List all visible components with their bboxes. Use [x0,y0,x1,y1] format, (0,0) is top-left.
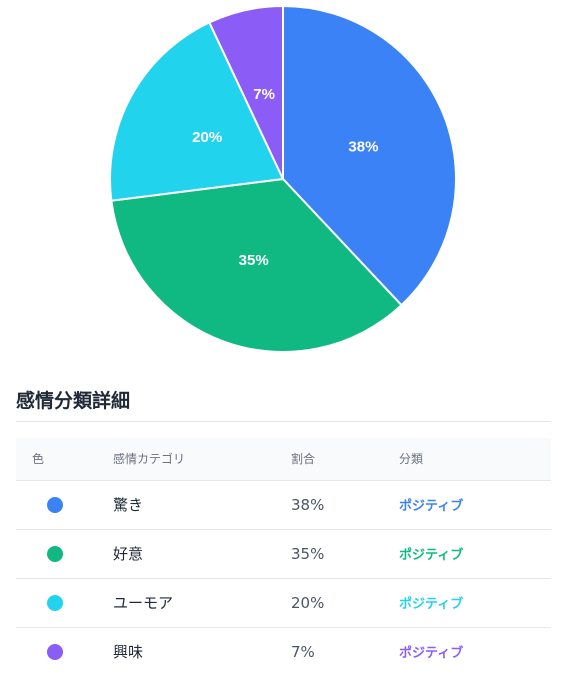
ratio-value: 38% [291,480,399,530]
table-row: 驚き 38% ポジティブ [16,480,551,530]
emotion-detail-table: 色 感情カテゴリ 割合 分類 驚き 38% ポジティブ 好意 35% ポジティブ… [16,438,551,676]
pie-slices [109,4,458,354]
header-color: 色 [16,438,113,481]
pie-labels: 38% 35% 20% 7% [192,86,378,269]
classification-label: ポジティブ [399,529,551,579]
ratio-value: 7% [291,642,315,661]
table-row: 興味 7% ポジティブ [16,627,551,676]
category-name: ユーモア [113,578,291,628]
color-dot [47,595,63,611]
pie-slice-label-3: 7% [253,86,275,103]
header-ratio: 割合 [291,438,399,481]
emotion-pie-chart: 38% 35% 20% 7% [109,4,458,354]
color-dot [47,546,63,562]
header-classification: 分類 [399,438,551,481]
pie-slice-2 [109,21,285,202]
pie-slice-0 [282,4,458,307]
pie-slice-label-2: 20% [192,129,222,146]
table-row: 好意 35% ポジティブ [16,529,551,579]
pie-slice-3 [208,4,284,180]
classification-label: ポジティブ [399,480,551,530]
pie-slice-label-1: 35% [239,252,269,269]
category-name: 驚き [113,480,291,530]
category-name: 興味 [113,643,144,661]
section-divider [16,421,551,422]
table-header-row: 色 感情カテゴリ 割合 分類 [16,438,551,481]
ratio-value: 20% [291,578,399,628]
pie-slice-1 [110,177,403,354]
section-title: 感情分類詳細 [16,390,131,412]
classification-label: ポジティブ [399,646,464,661]
header-category: 感情カテゴリ [113,438,291,481]
category-name: 好意 [113,529,291,579]
classification-label: ポジティブ [399,578,551,628]
pie-slice-label-0: 38% [348,139,378,156]
table-row: ユーモア 20% ポジティブ [16,578,551,628]
color-dot [47,497,63,513]
ratio-value: 35% [291,529,399,579]
color-dot [47,644,63,660]
